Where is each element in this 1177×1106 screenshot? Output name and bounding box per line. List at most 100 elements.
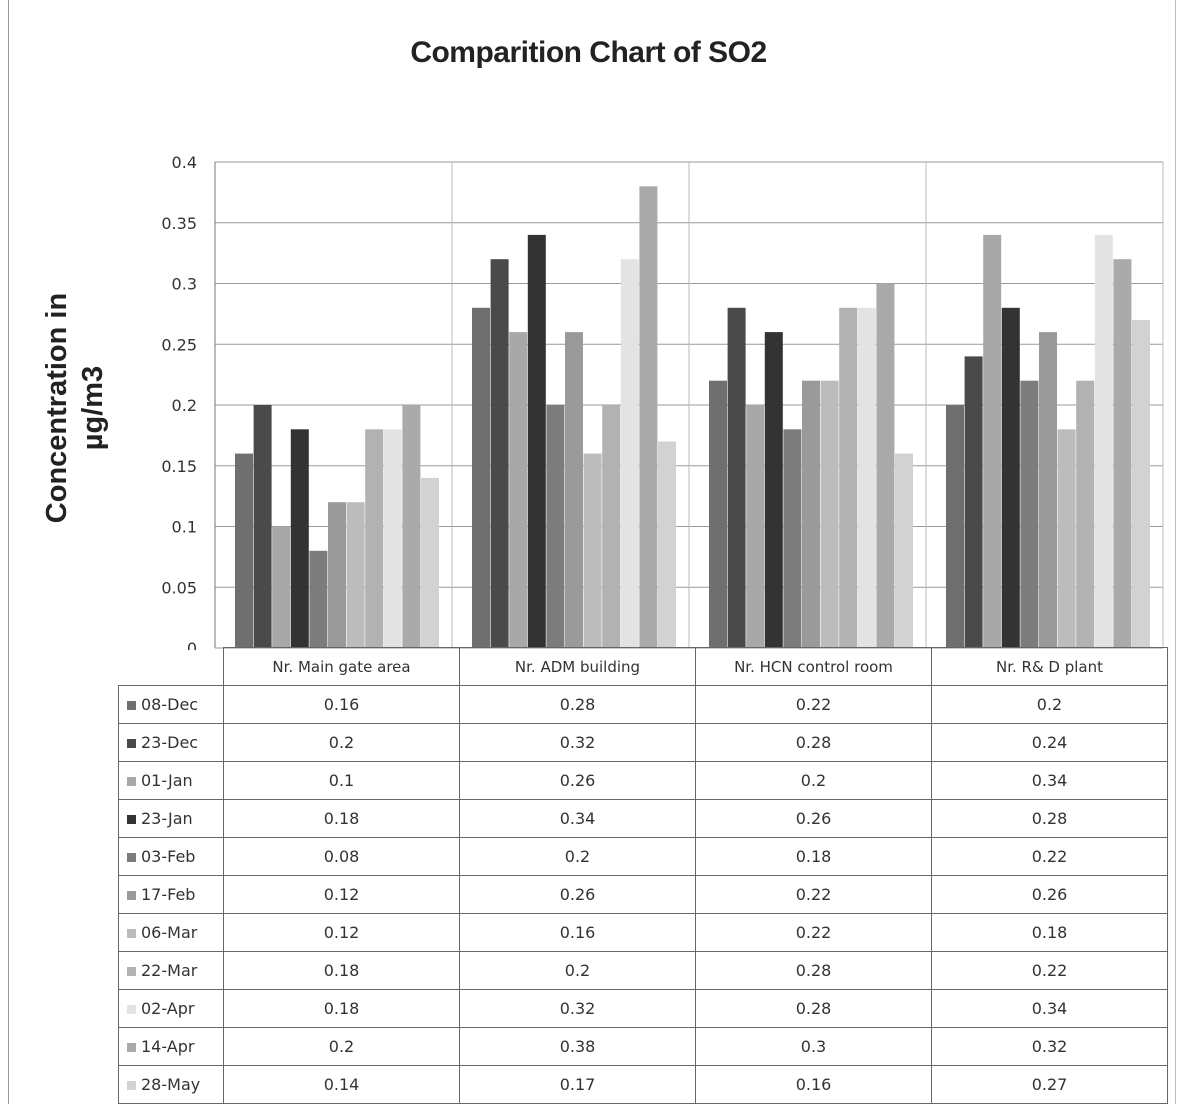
series-name: 02-Apr [141, 999, 195, 1018]
data-label: 0.18 [223, 799, 460, 838]
data-label: 0.26 [931, 875, 1168, 914]
data-label: 0.17 [459, 1065, 696, 1104]
bar [727, 307, 746, 648]
data-label: 0.2 [695, 761, 932, 800]
data-label: 0.18 [223, 989, 460, 1028]
data-label: 0.18 [223, 951, 460, 990]
data-label: 0.16 [223, 685, 460, 724]
legend-swatch [127, 853, 136, 862]
x-category-label: Nr. ADM building [459, 647, 696, 686]
series-name: 17-Feb [141, 885, 196, 904]
legend-entry: 23-Jan [118, 799, 224, 838]
legend-entry: 02-Apr [118, 989, 224, 1028]
bar [658, 441, 676, 648]
data-label: 0.34 [931, 989, 1168, 1028]
series-name: 28-May [141, 1075, 201, 1094]
bar [964, 356, 983, 648]
table-row: 14-Apr 0.2 0.38 0.3 0.32 [118, 1027, 1168, 1066]
data-label: 0.22 [695, 685, 932, 724]
plot-area: 0 0.05 0.1 0.15 0.2 0.25 0.3 0.35 0.4 [161, 153, 1164, 650]
bar [602, 405, 621, 648]
bar [1001, 307, 1020, 648]
bar [764, 332, 783, 648]
bar [527, 234, 546, 648]
bar [983, 234, 1002, 648]
bar [421, 477, 439, 648]
y-tick-label: 0.35 [161, 214, 197, 233]
data-label: 0.26 [695, 799, 932, 838]
table-row: 08-Dec 0.16 0.28 0.22 0.2 [118, 685, 1168, 724]
bar [1020, 380, 1039, 648]
bar [235, 453, 253, 648]
legend-entry: 01-Jan [118, 761, 224, 800]
data-label: 0.28 [459, 685, 696, 724]
bar [402, 405, 421, 648]
legend-swatch [127, 701, 136, 710]
table-corner [119, 648, 224, 686]
bar [746, 405, 765, 648]
table-row: 22-Mar 0.18 0.2 0.28 0.22 [118, 951, 1168, 990]
series-name: 06-Mar [141, 923, 198, 942]
bar [1076, 380, 1095, 648]
legend-swatch [127, 929, 136, 938]
legend-swatch [127, 815, 136, 824]
data-label: 0.22 [931, 837, 1168, 876]
bar [895, 453, 913, 648]
bar [876, 283, 895, 648]
data-label: 0.22 [695, 875, 932, 914]
bar [365, 429, 384, 648]
legend-entry: 17-Feb [118, 875, 224, 914]
data-label: 0.2 [223, 723, 460, 762]
data-label: 0.14 [223, 1065, 460, 1104]
chart-frame [8, 0, 1176, 1104]
bar [1094, 234, 1113, 648]
legend-entry: 23-Dec [118, 723, 224, 762]
table-row: 03-Feb 0.08 0.2 0.18 0.22 [118, 837, 1168, 876]
data-label: 0.32 [931, 1027, 1168, 1066]
table-row: 28-May 0.14 0.17 0.16 0.27 [118, 1065, 1168, 1104]
y-tick-label: 0.25 [161, 335, 197, 354]
y-tick-label: 0.2 [172, 396, 197, 415]
data-label: 0.2 [223, 1027, 460, 1066]
legend-entry: 14-Apr [118, 1027, 224, 1066]
data-label: 0.2 [459, 837, 696, 876]
legend-entry: 08-Dec [118, 685, 224, 724]
legend-entry: 28-May [118, 1065, 224, 1104]
bar [1113, 259, 1132, 648]
series-name: 08-Dec [141, 695, 199, 714]
data-label: 0.18 [931, 913, 1168, 952]
bar [583, 453, 602, 648]
data-label: 0.12 [223, 875, 460, 914]
bar [383, 429, 402, 648]
legend-swatch [127, 891, 136, 900]
data-label: 0.3 [695, 1027, 932, 1066]
series-name: 01-Jan [141, 771, 193, 790]
series-name: 22-Mar [141, 961, 198, 980]
x-category-label: Nr. HCN control room [695, 647, 932, 686]
data-label: 0.38 [459, 1027, 696, 1066]
data-table: Nr. Main gate area Nr. ADM building Nr. HC… [118, 647, 1168, 1104]
bar [946, 405, 964, 648]
table-row: 23-Jan 0.18 0.34 0.26 0.28 [118, 799, 1168, 838]
bar [857, 307, 876, 648]
bar [253, 405, 272, 648]
series-name: 14-Apr [141, 1037, 195, 1056]
data-label: 0.26 [459, 875, 696, 914]
data-label: 0.34 [931, 761, 1168, 800]
table-row: 17-Feb 0.12 0.26 0.22 0.26 [118, 875, 1168, 914]
data-label: 0.24 [931, 723, 1168, 762]
data-label: 0.27 [931, 1065, 1168, 1104]
legend-swatch [127, 1005, 136, 1014]
data-label: 0.08 [223, 837, 460, 876]
legend-entry: 22-Mar [118, 951, 224, 990]
data-label: 0.12 [223, 913, 460, 952]
data-label: 0.18 [695, 837, 932, 876]
data-label: 0.22 [695, 913, 932, 952]
y-tick-label: 0 [187, 639, 197, 650]
bar [783, 429, 802, 648]
bar [820, 380, 839, 648]
bar [309, 550, 328, 648]
data-label: 0.16 [695, 1065, 932, 1104]
bar [709, 380, 727, 648]
data-label: 0.1 [223, 761, 460, 800]
